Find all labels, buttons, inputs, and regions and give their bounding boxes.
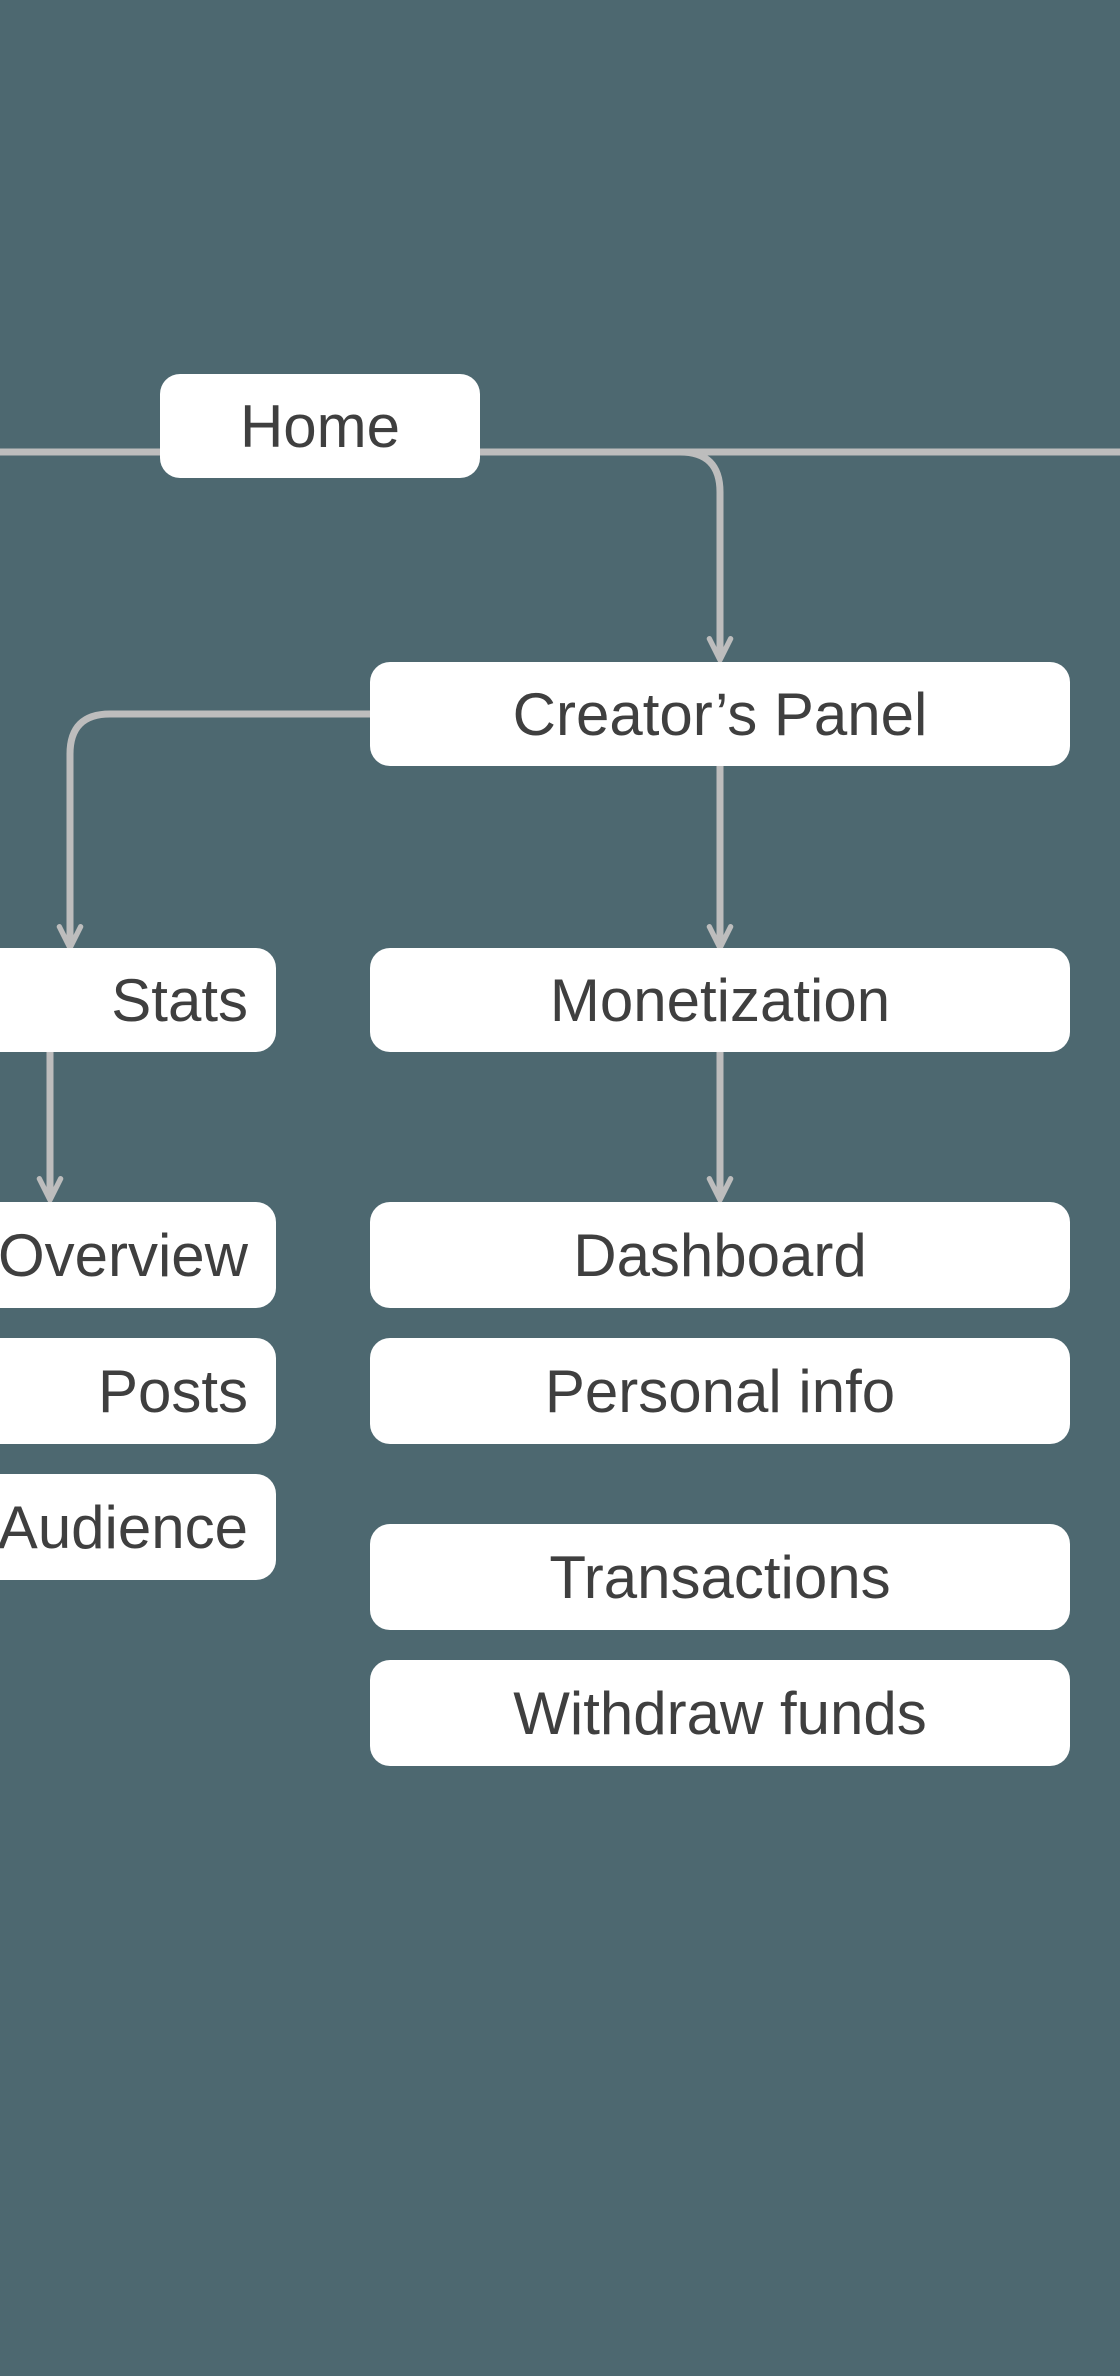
node-dashboard: Dashboard [370, 1202, 1070, 1308]
node-label: Stats [111, 966, 248, 1035]
node-personal_info: Personal info [370, 1338, 1070, 1444]
node-overview: Overview [0, 1202, 276, 1308]
node-label: Creator’s Panel [513, 680, 928, 749]
node-label: Posts [98, 1357, 248, 1426]
node-label: Overview [0, 1221, 248, 1290]
node-label: Monetization [550, 966, 890, 1035]
node-home: Home [160, 374, 480, 478]
node-label: Transactions [549, 1543, 890, 1612]
edges-layer [0, 0, 1120, 2376]
node-label: Home [240, 392, 400, 461]
node-audience: Audience [0, 1474, 276, 1580]
node-transactions: Transactions [370, 1524, 1070, 1630]
node-posts: Posts [0, 1338, 276, 1444]
node-stats: Stats [0, 948, 276, 1052]
node-label: Withdraw funds [513, 1679, 927, 1748]
node-monetization: Monetization [370, 948, 1070, 1052]
node-creators_panel: Creator’s Panel [370, 662, 1070, 766]
node-label: Audience [0, 1493, 248, 1562]
node-withdraw_funds: Withdraw funds [370, 1660, 1070, 1766]
node-label: Personal info [545, 1357, 895, 1426]
node-label: Dashboard [573, 1221, 867, 1290]
diagram-canvas: Home Creator’s Panel Stats Monetization Over… [0, 0, 1120, 2376]
